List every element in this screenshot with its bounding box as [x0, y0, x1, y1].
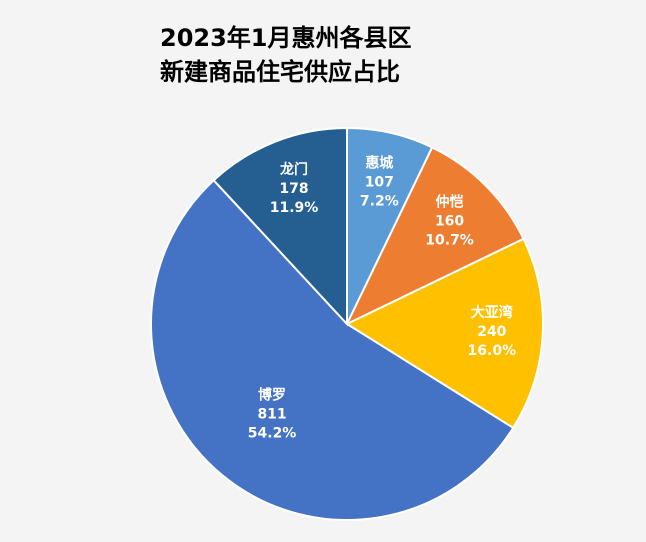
slice-name: 龙门	[279, 161, 308, 178]
slice-value: 178	[279, 181, 308, 197]
slice-name: 仲恺	[436, 193, 464, 210]
chart-title: 2023年1月惠州各县区	[160, 24, 412, 52]
slice-percent: 54.2%	[248, 426, 297, 442]
slice-name: 大亚湾	[471, 304, 513, 321]
chart-title: 新建商品住宅供应占比	[160, 58, 400, 86]
slice-percent: 16.0%	[468, 343, 517, 359]
slice-value: 240	[477, 324, 506, 340]
pie-slice	[344, 146, 525, 327]
slice-value: 107	[365, 175, 394, 191]
slice-percent: 11.9%	[270, 200, 319, 216]
slice-name: 惠城	[365, 155, 393, 172]
slice-name: 博罗	[258, 387, 286, 404]
slice-value: 811	[257, 407, 286, 423]
slice-value: 160	[435, 213, 464, 229]
slice-percent: 7.2%	[360, 194, 399, 210]
pie-slice	[344, 237, 544, 430]
pie-slice	[150, 178, 515, 521]
pie-slice	[212, 126, 348, 327]
slice-percent: 10.7%	[425, 232, 474, 248]
